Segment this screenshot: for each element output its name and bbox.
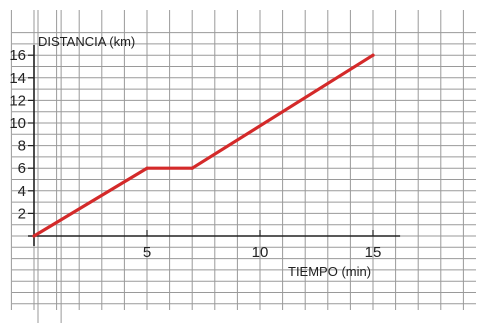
y-tick-label: 12 [9, 92, 26, 109]
y-tick-label: 4 [18, 183, 26, 200]
data-point [371, 53, 375, 57]
data-point [32, 234, 36, 238]
data-point [190, 166, 194, 170]
y-tick-label: 2 [18, 205, 26, 222]
y-tick-label: 16 [9, 47, 26, 64]
y-tick-label: 6 [18, 160, 26, 177]
y-tick-label: 14 [9, 70, 26, 87]
y-tick-label: 8 [18, 138, 26, 155]
grid [10, 10, 476, 323]
series-line [32, 53, 375, 238]
ticks: 2 4 6 8 10 12 14 16 5 10 15 [9, 47, 381, 261]
y-tick-label: 10 [9, 115, 26, 132]
x-tick-label: 10 [252, 244, 269, 261]
x-tick-label: 15 [365, 244, 382, 261]
x-axis-title: TIEMPO (min) [288, 264, 371, 279]
series-group [32, 53, 375, 238]
x-tick-label: 5 [143, 244, 151, 261]
data-point [145, 166, 149, 170]
y-axis-title: DISTANCIA (km) [38, 34, 135, 49]
